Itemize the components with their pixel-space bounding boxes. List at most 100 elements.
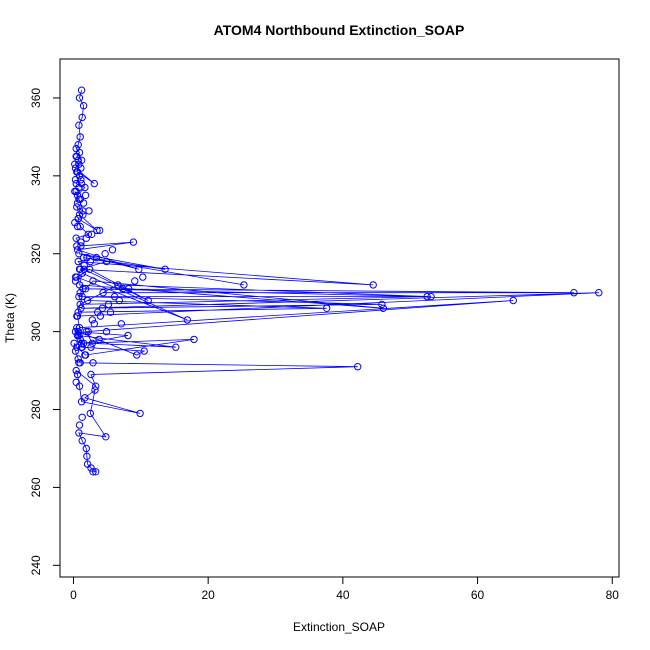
data-point (78, 437, 86, 445)
data-point (378, 300, 386, 309)
data-point (77, 238, 85, 246)
data-point (509, 296, 517, 305)
data-point (71, 347, 80, 355)
y-tick-label: 340 (29, 166, 43, 186)
y-tick-label: 260 (29, 477, 43, 497)
data-point (77, 242, 85, 250)
y-tick-label: 300 (29, 321, 43, 341)
data-point (75, 429, 83, 437)
data-point (88, 339, 97, 347)
data-point (72, 152, 80, 161)
data-point (72, 378, 80, 386)
data-point (78, 292, 86, 301)
x-axis: 0 20 40 60 80 (70, 577, 619, 602)
data-point (75, 250, 83, 258)
data-point (104, 300, 113, 309)
data-point (75, 281, 84, 289)
data-point (74, 355, 82, 363)
data-point (140, 347, 148, 355)
data-point (73, 312, 81, 320)
data-point (117, 320, 126, 328)
data-point (91, 386, 99, 394)
data-point (76, 289, 84, 297)
data-point (75, 324, 84, 332)
data-point (139, 273, 147, 281)
chart-title: ATOM4 Northbound Extinction_SOAP (214, 22, 465, 38)
data-point (73, 222, 82, 231)
data-point (133, 351, 141, 359)
data-point (144, 296, 152, 305)
data-point (96, 312, 105, 320)
data-point (83, 460, 92, 468)
data-point (74, 156, 82, 165)
data-point (90, 179, 99, 188)
data-point (75, 421, 84, 429)
data-point (77, 176, 85, 184)
data-point (75, 121, 83, 129)
data-point (92, 253, 101, 262)
data-point (183, 316, 192, 324)
data-point (96, 226, 104, 235)
data-point (83, 253, 91, 262)
x-tick-label: 60 (471, 588, 485, 602)
data-point (83, 452, 91, 460)
data-point (86, 409, 95, 418)
y-axis-label: Theta (K) (3, 293, 17, 343)
data-point (369, 281, 377, 289)
data-point (76, 222, 84, 231)
data-point (76, 300, 84, 309)
data-point (77, 156, 86, 165)
data-point (161, 265, 169, 273)
data-point (73, 343, 81, 351)
y-tick-label: 320 (29, 243, 43, 263)
data-point (423, 292, 431, 301)
data-point (81, 191, 90, 200)
data-point (79, 211, 87, 219)
data-point (124, 331, 132, 340)
data-point (74, 257, 82, 266)
data-point (73, 203, 81, 211)
data-point (89, 468, 97, 476)
data-point (88, 316, 97, 324)
data-point (71, 176, 80, 184)
data-point (78, 413, 86, 421)
data-point (78, 343, 86, 351)
data-point (71, 273, 80, 281)
data-point (77, 164, 85, 172)
y-tick-label: 280 (29, 399, 43, 419)
data-point (115, 296, 124, 305)
data-point (89, 277, 97, 285)
data-point (190, 335, 198, 344)
data-point (73, 324, 81, 332)
plot-frame (59, 58, 620, 578)
data-point (75, 292, 83, 301)
data-point (73, 370, 82, 379)
data-point (84, 230, 93, 239)
data-point (75, 265, 84, 273)
data-point (93, 226, 101, 235)
data-point (102, 327, 111, 336)
data-point (77, 339, 86, 347)
data-point (78, 113, 86, 122)
data-point (77, 86, 86, 94)
data-point (87, 370, 95, 379)
data-point (82, 444, 91, 453)
data-point (86, 257, 95, 266)
data-point (102, 433, 110, 441)
data-point (75, 331, 83, 340)
data-point (136, 409, 144, 418)
data-point (354, 363, 362, 371)
data-point (92, 382, 100, 390)
data-point (82, 327, 91, 336)
data-point (72, 234, 80, 242)
y-tick-label: 360 (29, 88, 43, 108)
x-tick-label: 0 (70, 588, 77, 602)
data-point (240, 281, 248, 289)
data-point (595, 289, 603, 297)
data-point (379, 304, 387, 312)
data-point (85, 207, 93, 215)
data-point (172, 343, 180, 351)
data-point (108, 246, 117, 254)
data-point (92, 468, 100, 476)
